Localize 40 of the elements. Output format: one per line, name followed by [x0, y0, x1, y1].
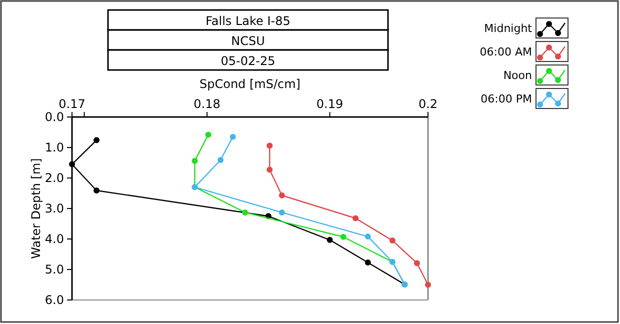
legend-label: Midnight	[484, 22, 533, 35]
point	[364, 234, 371, 240]
point	[352, 215, 359, 222]
point	[205, 132, 212, 138]
point	[242, 209, 248, 216]
point	[94, 137, 100, 144]
point	[364, 259, 371, 266]
point	[94, 188, 100, 194]
x-axis-title: SpCond [mS/cm]	[200, 77, 300, 91]
y-tick-label: 3.0	[44, 202, 64, 216]
x-tick-label: 0.19	[316, 97, 344, 111]
x-tick-label: 0.18	[194, 97, 220, 111]
point	[278, 192, 285, 198]
point	[425, 282, 431, 288]
point	[69, 161, 75, 168]
y-tick-label: 2.0	[44, 171, 64, 185]
legend-label: 06:00 AM	[480, 46, 532, 58]
legend-label: 06:00 PM	[480, 92, 532, 106]
x-tick-label: 0.2	[418, 97, 438, 111]
point	[192, 158, 198, 164]
point	[278, 209, 285, 216]
chart-title: Falls Lake I-85	[206, 14, 290, 28]
point	[389, 238, 396, 244]
point	[266, 166, 273, 173]
point	[414, 260, 420, 266]
text: 05-02-25	[220, 54, 276, 68]
y-tick-label: 1.0	[44, 140, 64, 154]
y-axis-title: Water Depth [m]	[29, 158, 43, 259]
point	[326, 236, 333, 243]
legend-label: Noon	[503, 69, 532, 82]
chart-subtitle: NCSU	[231, 34, 265, 48]
y-tick-label: 4.0	[44, 232, 64, 246]
y-tick-label: 5.0	[44, 262, 64, 276]
point	[230, 134, 236, 140]
point	[266, 142, 273, 149]
x-tick-label: 0.17	[58, 97, 86, 111]
y-tick-label: 0.0	[44, 110, 64, 124]
point	[218, 157, 224, 164]
point	[340, 234, 346, 240]
y-tick-label: 6.0	[44, 293, 64, 307]
